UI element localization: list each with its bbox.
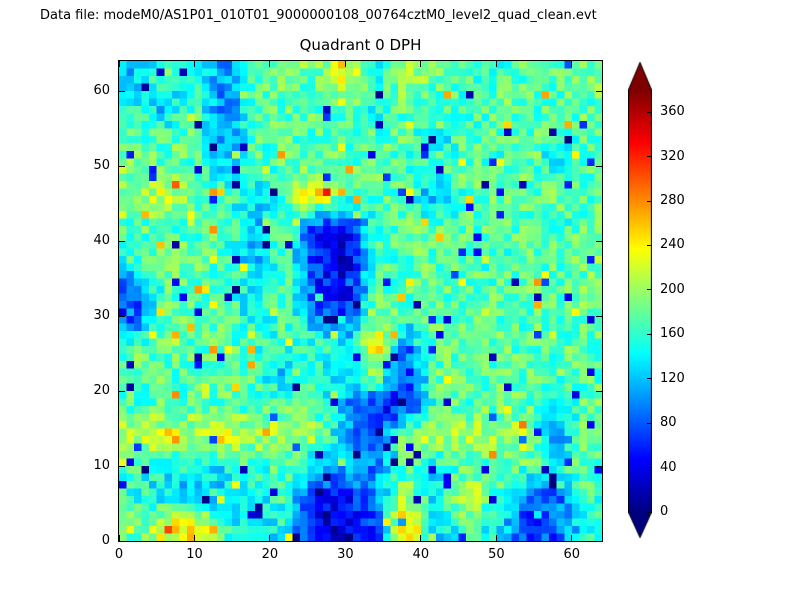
x-tick-mark [571,61,573,67]
x-tick-label: 0 [114,547,124,562]
colorbar-tick-mark [647,200,652,202]
colorbar-tick-mark [647,467,652,469]
y-tick-label: 60 [93,83,110,98]
chart-title: Quadrant 0 DPH [299,36,422,54]
colorbar-tick-label: 200 [660,281,685,297]
colorbar-tick-mark [647,511,652,513]
x-tick-mark [420,535,422,541]
x-tick-mark [344,61,346,67]
colorbar [628,62,652,540]
y-tick-label: 10 [93,458,110,473]
x-tick-label: 30 [337,547,354,562]
y-tick-mark [596,540,602,542]
y-tick-mark [119,540,125,542]
x-tick-mark [495,535,497,541]
x-tick-label: 60 [563,547,581,562]
y-tick-mark [596,465,602,467]
x-tick-mark [420,61,422,67]
y-tick-label: 0 [101,533,110,548]
data-file-label: Data file: modeM0/AS1P01_010T01_90000001… [40,8,597,23]
colorbar-tick-mark [647,111,652,113]
colorbar-tick-label: 240 [660,237,685,253]
y-tick-label: 50 [93,158,110,173]
x-tick-mark [193,535,195,541]
y-tick-mark [119,90,125,92]
y-tick-mark [119,240,125,242]
x-tick-mark [193,61,195,67]
y-tick-mark [596,90,602,92]
y-tick-mark [119,315,125,317]
x-tick-mark [344,535,346,541]
colorbar-tick-label: 280 [660,193,685,209]
colorbar-tick-label: 120 [660,370,685,386]
colorbar-tick-mark [647,378,652,380]
x-tick-label: 10 [186,547,203,562]
colorbar-tick-mark [647,289,652,291]
x-tick-mark [495,61,497,67]
x-tick-label: 20 [261,547,279,562]
colorbar-tick-label: 80 [660,415,677,431]
y-tick-label: 30 [93,308,110,323]
y-tick-label: 40 [93,233,110,248]
y-tick-mark [119,165,125,167]
x-tick-mark [269,61,271,67]
y-tick-label: 20 [93,383,110,398]
y-tick-mark [119,465,125,467]
colorbar-tick-mark [647,333,652,335]
y-tick-mark [596,240,602,242]
colorbar-tick-label: 0 [660,504,669,519]
x-tick-mark [118,61,120,67]
x-tick-label: 50 [488,547,505,562]
y-tick-mark [596,165,602,167]
y-tick-mark [596,315,602,317]
heatmap-plot [118,60,603,542]
colorbar-tick-label: 40 [660,459,677,475]
colorbar-tick-mark [647,156,652,158]
colorbar-tick-mark [647,244,652,246]
x-tick-mark [118,535,120,541]
x-tick-mark [269,535,271,541]
y-tick-mark [596,390,602,392]
colorbar-tick-label: 360 [660,104,685,120]
x-tick-mark [571,535,573,541]
colorbar-tick-mark [647,422,652,424]
heatmap-canvas [119,61,602,541]
y-tick-mark [119,390,125,392]
colorbar-tick-label: 160 [660,326,685,342]
x-tick-label: 40 [412,547,430,562]
colorbar-tick-label: 320 [660,148,685,164]
